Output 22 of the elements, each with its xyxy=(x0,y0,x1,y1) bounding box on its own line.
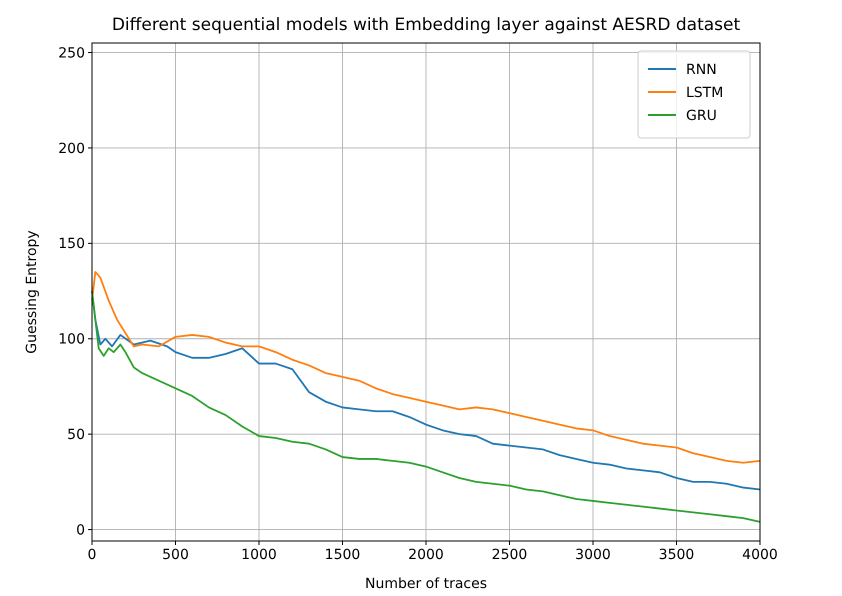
x-tick-label: 0 xyxy=(88,547,96,563)
chart-title: Different sequential models with Embedding layer against AESRD dataset xyxy=(112,15,740,35)
legend-label: GRU xyxy=(686,108,717,124)
legend-label: RNN xyxy=(686,62,717,78)
y-tick-label: 200 xyxy=(58,140,85,157)
line-series xyxy=(91,271,761,464)
x-tick-label: 3500 xyxy=(658,547,694,563)
y-tick-label: 250 xyxy=(58,45,85,62)
x-tick-label: 2500 xyxy=(492,547,528,563)
x-tick-label: 500 xyxy=(162,547,189,563)
y-tick-label: 150 xyxy=(58,236,85,252)
legend-label: LSTM xyxy=(686,84,724,101)
x-tick-label: 4000 xyxy=(742,547,778,563)
y-tick-label: 100 xyxy=(58,332,85,348)
x-axis-title: Number of traces xyxy=(364,576,488,592)
x-tick-label: 2000 xyxy=(408,547,444,563)
x-tick-label: 3000 xyxy=(575,547,611,563)
y-tick-label: 50 xyxy=(67,427,85,444)
x-tick-label: 1500 xyxy=(324,547,360,563)
y-tick-label: 0 xyxy=(76,522,85,538)
y-axis-title: Guessing Entropy xyxy=(24,230,40,354)
x-tick-label: 1000 xyxy=(241,547,277,563)
